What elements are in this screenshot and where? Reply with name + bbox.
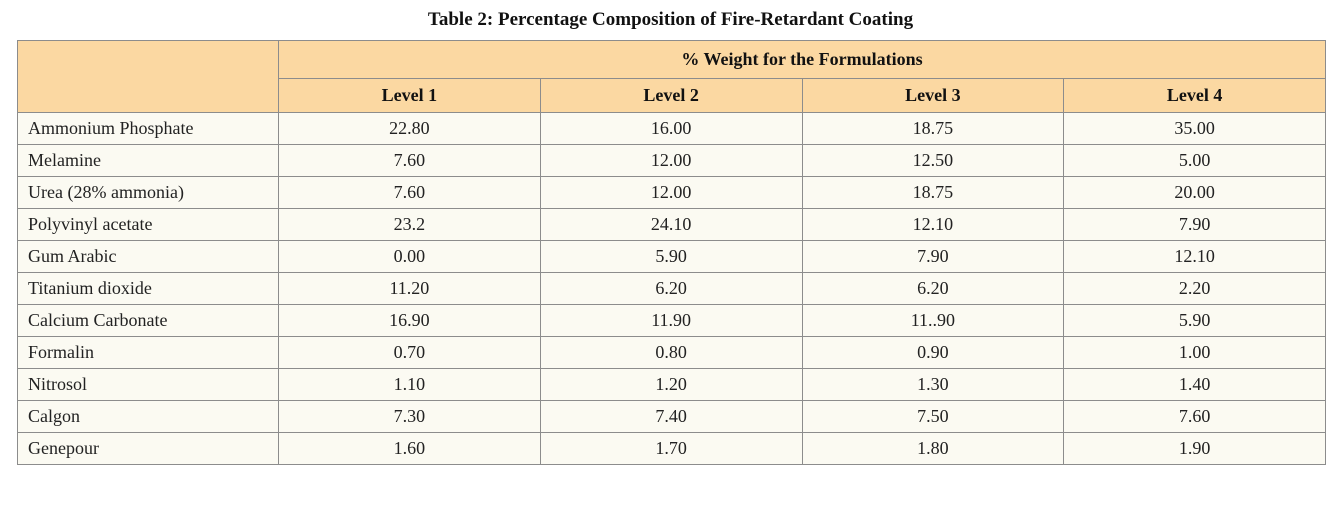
table-row: Polyvinyl acetate 23.2 24.10 12.10 7.90 [17,208,1327,241]
table-row: Melamine 7.60 12.00 12.50 5.00 [17,144,1327,177]
value-cell: 7.40 [539,400,803,433]
value-cell: 7.30 [278,400,541,433]
header-corner-cell [17,40,279,113]
ingredient-name-cell: Nitrosol [17,368,279,401]
value-cell: 18.75 [801,176,1065,209]
value-cell: 22.80 [278,112,541,145]
value-cell: 0.00 [278,240,541,273]
value-cell: 0.80 [539,336,803,369]
value-cell: 12.00 [539,144,803,177]
ingredient-name-cell: Calcium Carbonate [17,304,279,337]
ingredient-name-cell: Formalin [17,336,279,369]
value-cell: 1.20 [539,368,803,401]
value-cell: 1.10 [278,368,541,401]
value-cell: 0.90 [801,336,1065,369]
ingredient-name-cell: Polyvinyl acetate [17,208,279,241]
value-cell: 23.2 [278,208,541,241]
value-cell: 0.70 [278,336,541,369]
table-row: Calgon 7.30 7.40 7.50 7.60 [17,400,1327,433]
value-cell: 7.60 [278,144,541,177]
value-cell: 5.90 [1063,304,1327,337]
value-cell: 1.80 [801,432,1065,465]
value-cell: 7.60 [278,176,541,209]
column-header: Level 4 [1063,78,1327,113]
header-row-group: % Weight for the Formulations [17,40,1327,113]
value-cell: 20.00 [1063,176,1327,209]
value-cell: 1.60 [278,432,541,465]
value-cell: 12.10 [801,208,1065,241]
ingredient-name-cell: Ammonium Phosphate [17,112,279,145]
group-header-cell: % Weight for the Formulations [277,40,1327,79]
table-body: Ammonium Phosphate 22.80 16.00 18.75 35.00 Me… [17,112,1327,465]
value-cell: 16.00 [539,112,803,145]
column-header: Level 2 [539,78,803,113]
value-cell: 6.20 [539,272,803,305]
value-cell: 7.90 [801,240,1065,273]
value-cell: 1.90 [1063,432,1327,465]
value-cell: 1.70 [539,432,803,465]
value-cell: 7.90 [1063,208,1327,241]
table-row: Titanium dioxide 11.20 6.20 6.20 2.20 [17,272,1327,305]
value-cell: 5.90 [539,240,803,273]
ingredient-name-cell: Gum Arabic [17,240,279,273]
table-header: % Weight for the Formulations Level 1 Le… [17,40,1327,113]
table-row: Formalin 0.70 0.80 0.90 1.00 [17,336,1327,369]
column-header: Level 1 [278,78,541,113]
ingredient-name-cell: Melamine [17,144,279,177]
value-cell: 6.20 [801,272,1065,305]
table-row: Genepour 1.60 1.70 1.80 1.90 [17,432,1327,465]
table-row: Calcium Carbonate 16.90 11.90 11..90 5.90 [17,304,1327,337]
column-header: Level 3 [801,78,1065,113]
value-cell: 11.20 [278,272,541,305]
table-row: Ammonium Phosphate 22.80 16.00 18.75 35.00 [17,112,1327,145]
value-cell: 12.10 [1063,240,1327,273]
value-cell: 1.30 [801,368,1065,401]
value-cell: 11.90 [539,304,803,337]
value-cell: 2.20 [1063,272,1327,305]
value-cell: 5.00 [1063,144,1327,177]
value-cell: 1.40 [1063,368,1327,401]
value-cell: 16.90 [278,304,541,337]
value-cell: 18.75 [801,112,1065,145]
ingredient-name-cell: Titanium dioxide [17,272,279,305]
value-cell: 7.50 [801,400,1065,433]
table-caption: Table 2: Percentage Composition of Fire-… [427,9,914,30]
header-row-levels: Level 1 Level 2 Level 3 Level 4 [18,78,1327,113]
value-cell: 12.00 [539,176,803,209]
value-cell: 24.10 [539,208,803,241]
value-cell: 35.00 [1063,112,1327,145]
table-row: Urea (28% ammonia) 7.60 12.00 18.75 20.00 [17,176,1327,209]
ingredient-name-cell: Calgon [17,400,279,433]
ingredient-name-cell: Urea (28% ammonia) [17,176,279,209]
value-cell: 12.50 [801,144,1065,177]
ingredient-name-cell: Genepour [17,432,279,465]
value-cell: 7.60 [1063,400,1327,433]
composition-table: % Weight for the Formulations Level 1 Le… [17,40,1327,465]
table-row: Nitrosol 1.10 1.20 1.30 1.40 [17,368,1327,401]
table-row: Gum Arabic 0.00 5.90 7.90 12.10 [17,240,1327,273]
value-cell: 11..90 [801,304,1065,337]
value-cell: 1.00 [1063,336,1327,369]
